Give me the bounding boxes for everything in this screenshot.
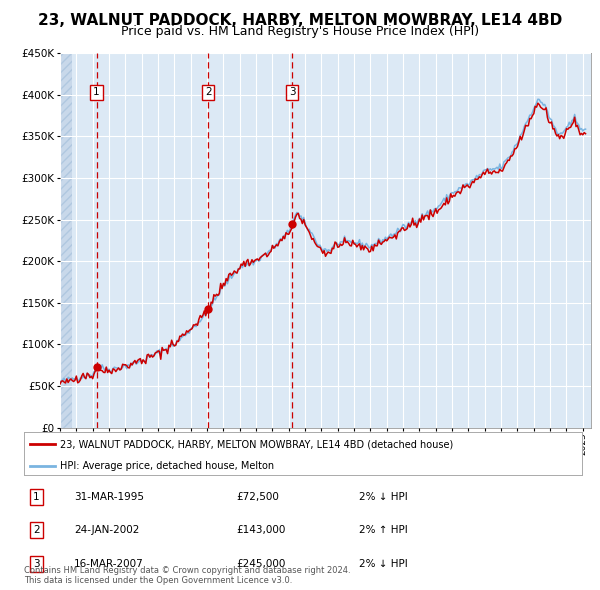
Text: 31-MAR-1995: 31-MAR-1995 [74, 492, 144, 502]
Text: £72,500: £72,500 [236, 492, 279, 502]
Text: £143,000: £143,000 [236, 526, 286, 535]
Text: 1: 1 [33, 492, 40, 502]
Text: 3: 3 [33, 559, 40, 569]
Text: 16-MAR-2007: 16-MAR-2007 [74, 559, 144, 569]
Bar [60, 53, 72, 428]
Text: 1: 1 [93, 87, 100, 97]
Text: 2: 2 [205, 87, 212, 97]
Text: Price paid vs. HM Land Registry's House Price Index (HPI): Price paid vs. HM Land Registry's House … [121, 25, 479, 38]
Text: 2% ↓ HPI: 2% ↓ HPI [359, 559, 407, 569]
Text: 2% ↑ HPI: 2% ↑ HPI [359, 526, 407, 535]
Text: 3: 3 [289, 87, 295, 97]
Text: Contains HM Land Registry data © Crown copyright and database right 2024.
This d: Contains HM Land Registry data © Crown c… [24, 566, 350, 585]
Text: 24-JAN-2002: 24-JAN-2002 [74, 526, 140, 535]
Text: £245,000: £245,000 [236, 559, 286, 569]
Text: 2: 2 [33, 526, 40, 535]
Text: 2% ↓ HPI: 2% ↓ HPI [359, 492, 407, 502]
Text: HPI: Average price, detached house, Melton: HPI: Average price, detached house, Melt… [60, 461, 274, 471]
Text: 23, WALNUT PADDOCK, HARBY, MELTON MOWBRAY, LE14 4BD (detached house): 23, WALNUT PADDOCK, HARBY, MELTON MOWBRA… [60, 440, 454, 450]
Text: 23, WALNUT PADDOCK, HARBY, MELTON MOWBRAY, LE14 4BD: 23, WALNUT PADDOCK, HARBY, MELTON MOWBRA… [38, 13, 562, 28]
